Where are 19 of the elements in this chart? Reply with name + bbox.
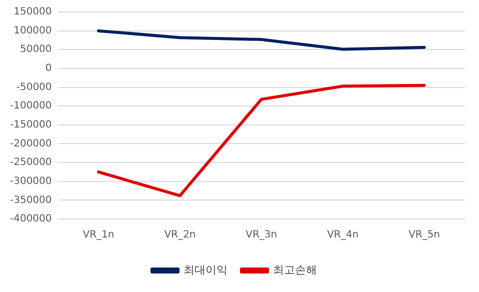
y-tick-label: -250000 (10, 157, 52, 168)
y-tick-label: 150000 (14, 6, 52, 18)
x-tick-label: VR_5n (408, 230, 440, 241)
y-tick-label: 0 (45, 63, 52, 74)
y-tick-label: -200000 (10, 138, 52, 150)
y-tick-label: -150000 (10, 120, 52, 131)
x-tick-label: VR_1n (82, 230, 114, 241)
x-tick-label: VR_4n (327, 230, 359, 241)
x-tick-label: VR_3n (246, 230, 278, 241)
legend-label: 최대이익 (184, 263, 228, 276)
x-tick-label: VR_2n (164, 230, 196, 241)
legend-label: 최고손해 (273, 263, 317, 276)
y-tick-label: -100000 (10, 100, 52, 112)
y-tick-label: 100000 (14, 25, 52, 36)
y-tick-label: 50000 (20, 44, 52, 56)
y-tick-label: -300000 (10, 176, 52, 187)
y-tick-label: -350000 (10, 194, 52, 206)
y-tick-label: -50000 (16, 82, 52, 93)
y-tick-label: -400000 (10, 214, 52, 225)
